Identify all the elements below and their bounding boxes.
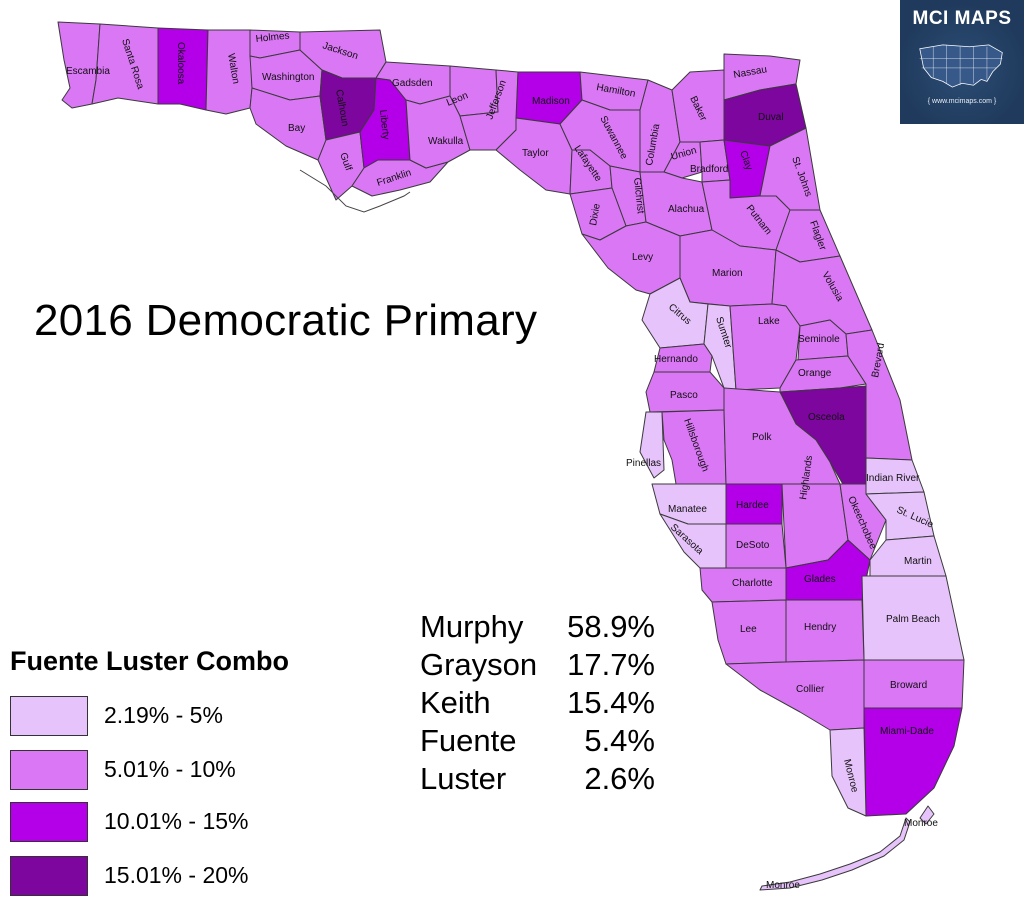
result-row: Grayson 17.7%: [420, 646, 655, 684]
county-label: Bay: [288, 123, 305, 134]
county-label: Hendry: [804, 622, 836, 633]
county-label: Indian River: [866, 473, 920, 484]
county-miami-dade[interactable]: [863, 707, 963, 817]
county-label: Gadsden: [392, 78, 433, 89]
county-label: Marion: [712, 268, 743, 279]
candidate-pct: 17.7%: [567, 647, 655, 682]
brand-logo: MCI MAPS { www.mcimaps.com }: [900, 0, 1024, 124]
legend-label: 15.01% - 20%: [104, 862, 249, 888]
brand-name: MCI MAPS: [912, 8, 1012, 29]
county-label: Escambia: [66, 66, 110, 77]
county-label: Manatee: [668, 504, 707, 515]
county-label: Lee: [740, 624, 757, 635]
county-label: Hernando: [654, 354, 698, 365]
county-label: Orange: [798, 368, 832, 379]
result-row: Murphy 58.9%: [420, 608, 655, 646]
county-label: Martin: [904, 556, 932, 567]
legend-item: 10.01% - 15%: [10, 802, 300, 842]
page-title: 2016 Democratic Primary: [34, 296, 538, 345]
county-label: Pasco: [670, 390, 698, 401]
legend-label: 10.01% - 15%: [104, 808, 249, 834]
county-label: Levy: [632, 252, 653, 263]
county-gulf[interactable]: [317, 131, 365, 201]
county-label: Alachua: [668, 204, 705, 215]
result-row: Fuente 5.4%: [420, 722, 655, 760]
county-collier[interactable]: [725, 659, 865, 731]
legend-item: 15.01% - 20%: [10, 856, 300, 896]
county-franklin[interactable]: [351, 159, 449, 197]
candidate-pct: 2.6%: [584, 761, 655, 796]
gulf-coast-spit: [299, 169, 411, 213]
candidate-name: Keith: [420, 685, 491, 720]
candidate-pct: 5.4%: [584, 723, 655, 758]
county-label: Pinellas: [626, 458, 661, 469]
county-label: Liberty: [377, 109, 391, 140]
result-row: Keith 15.4%: [420, 684, 655, 722]
legend-item: 5.01% - 10%: [10, 750, 300, 790]
county-label: DeSoto: [736, 540, 770, 551]
legend-swatch: [10, 856, 88, 896]
county-label: Okaloosa: [175, 42, 186, 85]
county-label: Duval: [758, 112, 784, 123]
county-label: Hardee: [736, 500, 769, 511]
county-santa-rosa[interactable]: [91, 23, 159, 105]
county-label: Taylor: [522, 148, 549, 159]
county-label: Broward: [890, 680, 927, 691]
county-label: Dixie: [588, 202, 603, 226]
county-label: Charlotte: [732, 578, 773, 589]
results-table: Murphy 58.9% Grayson 17.7% Keith 15.4% Fuen…: [420, 608, 655, 798]
county-label: Monroe: [766, 880, 800, 891]
county-okaloosa[interactable]: [157, 27, 209, 111]
county-label: Miami-Dade: [880, 726, 934, 737]
county-hernando[interactable]: [653, 343, 713, 373]
county-pinellas[interactable]: [639, 411, 665, 479]
county-monroe-keys[interactable]: [759, 817, 911, 891]
brand-url: { www.mcimaps.com }: [927, 98, 997, 105]
candidate-name: Luster: [420, 761, 507, 796]
county-label: Wakulla: [428, 136, 464, 147]
county-label: Holmes: [255, 30, 290, 44]
legend-label: 5.01% - 10%: [104, 756, 236, 782]
county-union[interactable]: [663, 141, 703, 179]
legend-swatch: [10, 750, 88, 790]
county-monroe-upper-keys[interactable]: [919, 805, 935, 825]
legend-label: 2.19% - 5%: [104, 702, 223, 728]
legend-item: 2.19% - 5%: [10, 696, 300, 736]
county-label: Madison: [532, 96, 570, 107]
candidate-pct: 15.4%: [567, 685, 655, 720]
county-label: Collier: [796, 684, 825, 695]
legend-swatch: [10, 696, 88, 736]
us-map-icon: [919, 44, 1003, 88]
county-label: Seminole: [798, 334, 840, 345]
result-row: Luster 2.6%: [420, 760, 655, 798]
county-label: Monroe: [904, 818, 938, 829]
county-label: Polk: [752, 432, 772, 443]
legend-swatch: [10, 802, 88, 842]
candidate-name: Fuente: [420, 723, 517, 758]
legend-title: Fuente Luster Combo: [10, 646, 290, 676]
county-label: Washington: [262, 72, 314, 83]
candidate-name: Grayson: [420, 647, 538, 682]
county-label: Osceola: [808, 412, 845, 423]
county-label: Gilchrist: [631, 177, 646, 214]
county-label: Bradford: [690, 164, 728, 175]
county-label: Walton: [225, 53, 241, 85]
county-monroe-mainland[interactable]: [829, 727, 867, 817]
county-label: Palm Beach: [886, 614, 940, 625]
candidate-pct: 58.9%: [567, 609, 655, 644]
county-label: Glades: [804, 574, 836, 585]
county-label: Lake: [758, 316, 780, 327]
county-polk[interactable]: [723, 387, 841, 485]
candidate-name: Murphy: [420, 609, 524, 644]
